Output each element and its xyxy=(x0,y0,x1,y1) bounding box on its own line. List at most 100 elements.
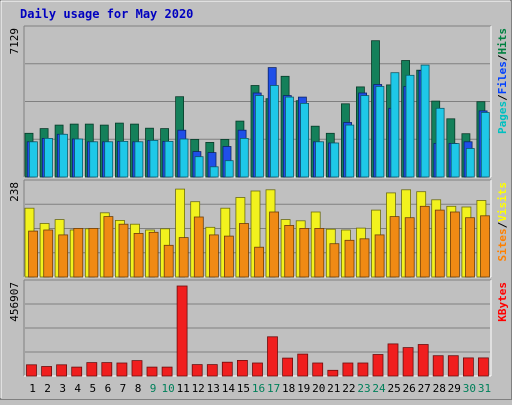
x-tick-label: 5 xyxy=(89,382,96,395)
bar-pages-day-5 xyxy=(89,141,99,178)
x-tick-label: 1 xyxy=(29,382,36,395)
bar-sites-day-14 xyxy=(223,235,234,278)
bars-kbytes xyxy=(26,285,489,377)
x-tick-label: 20 xyxy=(312,382,325,395)
bar-sites-day-16 xyxy=(254,246,265,278)
bar-kbytes-day-20 xyxy=(312,362,324,377)
bar-sites-day-20 xyxy=(314,227,325,278)
bar-pages-day-23 xyxy=(360,95,370,178)
bar-sites-day-22 xyxy=(344,239,355,278)
bar-kbytes-day-9 xyxy=(146,366,158,377)
bar-sites-day-6 xyxy=(103,216,114,278)
bar-pages-day-29 xyxy=(450,143,460,178)
x-tick-label: 2 xyxy=(44,382,51,395)
bar-sites-day-17 xyxy=(269,211,280,278)
bar-pages-day-25 xyxy=(390,72,400,178)
bar-kbytes-day-2 xyxy=(41,366,52,377)
x-tick-label: 3 xyxy=(59,382,66,395)
bar-pages-day-13 xyxy=(209,166,219,178)
bar-pages-day-30 xyxy=(465,148,475,178)
bar-pages-day-14 xyxy=(224,160,234,178)
x-tick-label: 18 xyxy=(282,382,295,395)
bar-kbytes-day-10 xyxy=(161,366,173,377)
bar-sites-day-9 xyxy=(148,231,159,278)
bar-sites-day-10 xyxy=(163,244,174,278)
bar-pages-day-17 xyxy=(269,85,279,178)
bar-pages-day-22 xyxy=(345,124,355,178)
bar-sites-day-1 xyxy=(28,230,39,278)
x-tick-label: 6 xyxy=(105,382,112,395)
bar-kbytes-day-3 xyxy=(56,364,67,377)
legend-separator: / xyxy=(496,221,509,228)
bar-pages-day-1 xyxy=(28,141,38,178)
x-tick-label: 19 xyxy=(297,382,310,395)
bar-kbytes-day-14 xyxy=(221,361,233,377)
bar-sites-day-27 xyxy=(419,205,430,278)
bar-kbytes-day-31 xyxy=(477,357,489,377)
bar-pages-day-26 xyxy=(405,74,415,178)
legend-entry-sites: Sites xyxy=(496,228,509,261)
bar-sites-day-28 xyxy=(434,209,445,278)
bar-sites-day-2 xyxy=(43,229,54,278)
x-tick-label: 21 xyxy=(327,382,340,395)
bar-kbytes-day-30 xyxy=(462,357,474,377)
bar-pages-day-21 xyxy=(330,142,340,178)
bar-kbytes-day-19 xyxy=(297,353,309,377)
bar-kbytes-day-18 xyxy=(282,357,294,377)
bar-kbytes-day-1 xyxy=(26,364,37,377)
x-tick-label: 8 xyxy=(135,382,142,395)
bar-kbytes-day-22 xyxy=(342,362,354,377)
x-tick-label: 26 xyxy=(402,382,415,395)
legend-entry-visits: Visits xyxy=(496,182,509,222)
legend-entry-kbytes: KBytes xyxy=(496,282,509,322)
bar-sites-day-30 xyxy=(465,217,475,278)
bar-sites-day-7 xyxy=(118,223,129,278)
x-tick-label: 13 xyxy=(207,382,220,395)
legend-entry-hits: Hits xyxy=(496,28,509,55)
bar-pages-day-27 xyxy=(420,64,430,178)
bar-sites-day-4 xyxy=(73,227,84,278)
bar-pages-day-28 xyxy=(435,107,445,178)
bar-pages-day-15 xyxy=(239,137,249,178)
legend-entry-files: Files xyxy=(496,61,509,94)
bar-pages-day-19 xyxy=(300,103,310,178)
bar-pages-day-16 xyxy=(254,95,264,178)
legend-entry-pages: Pages xyxy=(496,101,509,134)
y-max-label: 238 xyxy=(8,182,21,202)
x-tick-label: 12 xyxy=(192,382,205,395)
bar-kbytes-day-13 xyxy=(206,364,218,377)
x-tick-label: 4 xyxy=(74,382,81,395)
bar-pages-day-10 xyxy=(164,140,174,178)
bar-sites-day-18 xyxy=(284,224,295,278)
x-tick-label: 10 xyxy=(161,382,174,395)
bar-pages-day-12 xyxy=(194,156,204,178)
bar-sites-day-25 xyxy=(389,216,400,278)
bar-kbytes-day-26 xyxy=(402,347,414,377)
bar-kbytes-day-23 xyxy=(357,362,369,377)
legend-separator: / xyxy=(496,94,509,101)
bar-pages-day-11 xyxy=(179,138,189,178)
bar-pages-day-4 xyxy=(74,138,83,178)
x-tick-label: 16 xyxy=(252,382,265,395)
bar-kbytes-day-16 xyxy=(252,362,263,377)
bar-sites-day-26 xyxy=(404,217,415,278)
bar-kbytes-day-12 xyxy=(191,364,203,377)
bar-kbytes-day-29 xyxy=(447,355,459,377)
bar-sites-day-8 xyxy=(133,232,144,278)
bar-pages-day-2 xyxy=(44,137,53,178)
bar-sites-day-31 xyxy=(480,215,490,278)
x-tick-label: 27 xyxy=(418,382,431,395)
legend-visits: Sites/Visits xyxy=(496,182,509,262)
x-tick-label: 23 xyxy=(357,382,370,395)
bar-pages-day-9 xyxy=(149,139,159,178)
bar-kbytes-day-5 xyxy=(86,362,98,377)
x-tick-label: 28 xyxy=(433,382,446,395)
bar-kbytes-day-15 xyxy=(236,359,248,377)
legend-hits: Pages/Files/Hits xyxy=(496,28,509,134)
x-tick-label: 22 xyxy=(342,382,355,395)
bar-kbytes-day-8 xyxy=(131,360,143,377)
bar-kbytes-day-28 xyxy=(432,355,444,377)
panel-visits: 238 Sites/Visits xyxy=(8,179,509,278)
panels: 7129Pages/Files/Hits238Sites/Visits45690… xyxy=(8,25,509,377)
